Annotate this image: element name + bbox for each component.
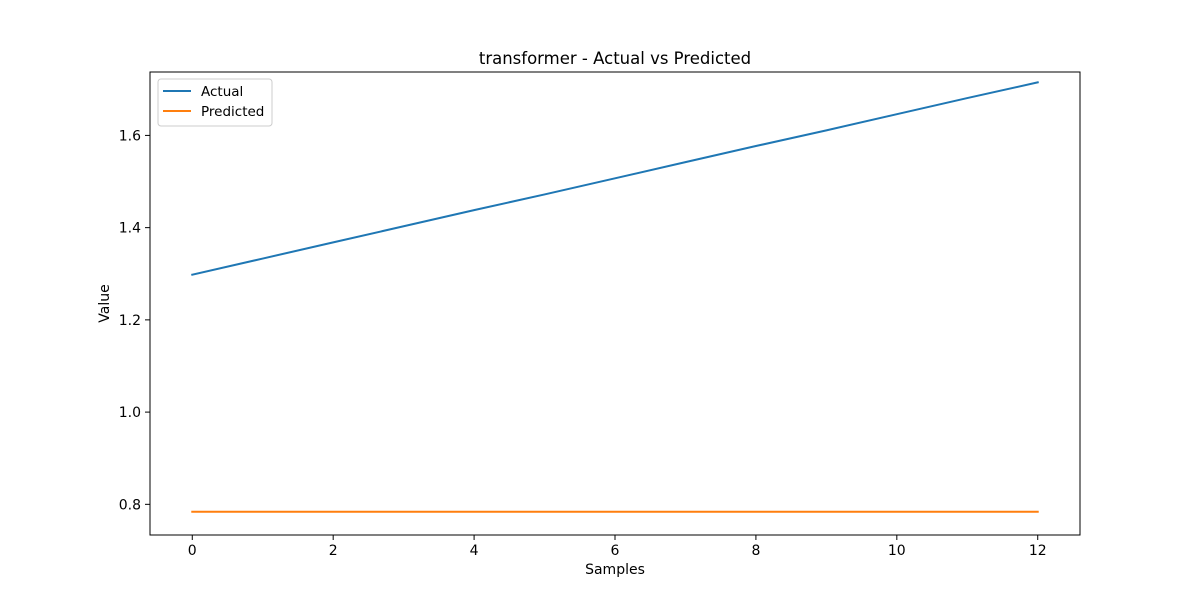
legend-label-predicted: Predicted — [201, 104, 264, 120]
x-axis-label: Samples — [585, 562, 645, 578]
y-tick-label: 0.8 — [119, 497, 141, 513]
x-tick-label: 2 — [329, 543, 338, 559]
legend-label-actual: Actual — [201, 84, 243, 100]
x-tick-label: 4 — [470, 543, 479, 559]
x-tick-label: 6 — [611, 543, 620, 559]
legend: Actual Predicted — [157, 78, 273, 127]
y-tick-label: 1.6 — [119, 128, 141, 144]
series-layer — [191, 81, 1039, 513]
x-axis-ticks: 0 2 4 6 8 10 12 — [188, 535, 1047, 559]
y-tick-label: 1.2 — [119, 313, 141, 329]
series-line-actual — [191, 81, 1039, 276]
x-tick-label: 10 — [888, 543, 906, 559]
y-axis-ticks: 0.8 1.0 1.2 1.4 1.6 — [119, 128, 150, 513]
x-tick-label: 0 — [188, 543, 197, 559]
x-tick-label: 8 — [751, 543, 760, 559]
y-axis-label: Value — [97, 284, 113, 322]
x-tick-label: 12 — [1029, 543, 1047, 559]
y-tick-label: 1.4 — [119, 221, 141, 237]
plot-area — [150, 72, 1080, 535]
y-tick-label: 1.0 — [119, 405, 141, 421]
chart-title: transformer - Actual vs Predicted — [479, 49, 751, 68]
